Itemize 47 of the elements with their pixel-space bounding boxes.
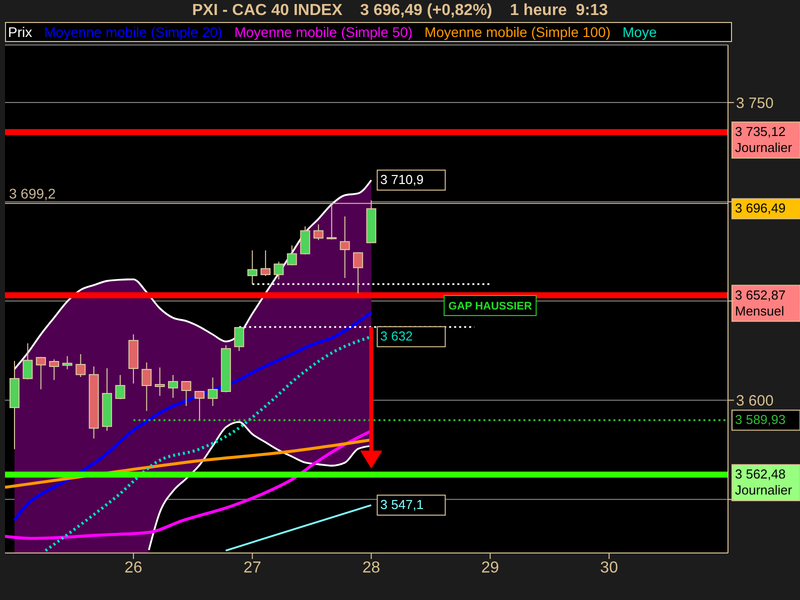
text: Moye xyxy=(622,24,657,40)
candlestick xyxy=(260,250,271,276)
annotation: GAP HAUSSIER xyxy=(448,300,532,313)
candlestick xyxy=(22,342,33,380)
candlestick xyxy=(154,366,165,396)
candlestick xyxy=(115,374,126,400)
data-label: 3 589,93 xyxy=(735,412,786,428)
text: 3 696,49 xyxy=(735,200,786,216)
text: Moyenne mobile (Simple 50) xyxy=(234,24,413,40)
text: Prix xyxy=(8,24,32,40)
x-tick-label: 26 xyxy=(124,559,142,576)
candlestick xyxy=(274,261,284,280)
candlestick xyxy=(300,226,310,255)
candlestick xyxy=(181,380,192,406)
candlestick xyxy=(49,358,60,380)
candlestick xyxy=(142,362,152,412)
text: Moyenne mobile (Simple 100) xyxy=(424,24,611,40)
candlestick xyxy=(340,216,350,278)
candlestick xyxy=(286,244,297,266)
candlestick xyxy=(247,250,258,285)
x-tick-label: 29 xyxy=(481,559,500,576)
chart-title: PXI - CAC 40 INDEX 3 696,49 (+0,82%) 1 heure 9:13 xyxy=(191,2,609,20)
line-series xyxy=(13,311,373,522)
x-tick-label: 28 xyxy=(362,559,380,576)
y-tick-label: 3 600 xyxy=(736,392,774,410)
text: Moyenne mobile (Simple 20) xyxy=(44,24,222,40)
data-label: 3 710,9 xyxy=(380,172,424,188)
candlestick xyxy=(353,252,364,294)
candlestick xyxy=(168,374,178,398)
x-tick-label: 30 xyxy=(600,559,618,576)
candlestick xyxy=(326,204,337,240)
line-series xyxy=(148,421,372,551)
candlestick xyxy=(313,224,324,241)
ref-line-label: 3 699,2 xyxy=(9,185,56,202)
candlestick xyxy=(194,390,205,420)
ref-line-label: 3 562,48 Journalier xyxy=(735,466,793,498)
candlestick xyxy=(234,326,244,352)
ref-line-label: 3 735,12 Journalier xyxy=(735,124,793,156)
y-tick-label: 3 750 xyxy=(736,94,774,112)
data-label: 3 547,1 xyxy=(380,497,424,512)
candlestick xyxy=(208,377,218,406)
ref-line-label: 3 652,87 Mensuel xyxy=(735,287,786,318)
x-tick-label: 27 xyxy=(243,559,262,576)
data-label: 3 632 xyxy=(380,328,413,344)
candlestick xyxy=(62,356,72,370)
candlestick xyxy=(76,354,86,378)
candlestick xyxy=(36,356,46,390)
